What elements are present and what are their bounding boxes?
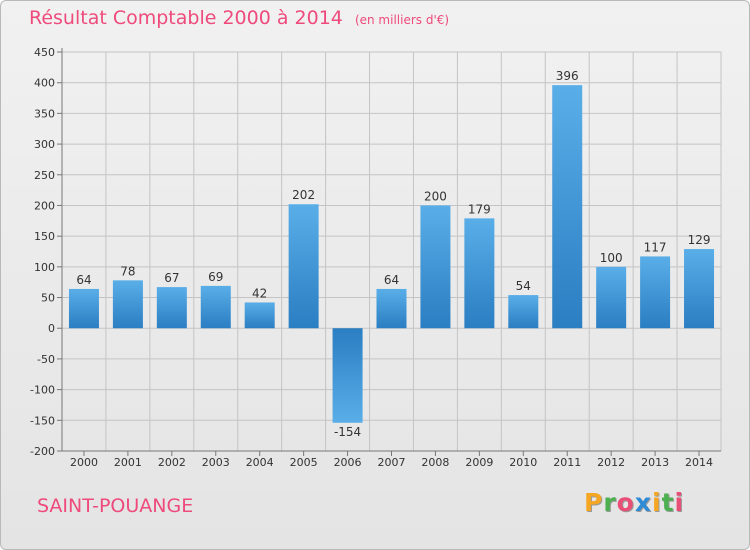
chart-unit-note: (en milliers d'€) (354, 13, 450, 27)
data-labels: 64 78 67 69 42 202 -154 64 200 179 54 396 100 117 129 (76, 69, 710, 439)
y-tick-label: 300 (34, 138, 55, 151)
data-label-2011: 396 (556, 69, 579, 83)
brand-letter: r (603, 488, 617, 517)
bar-2014 (684, 249, 715, 329)
x-tick-label: 2004 (246, 456, 274, 469)
x-tick-label: 2012 (597, 456, 625, 469)
brand-letter: i (652, 488, 662, 517)
chart-title: Résultat Comptable 2000 à 2014 (en milli… (29, 7, 449, 29)
y-tick-label: 200 (34, 199, 55, 212)
bar-2001 (112, 280, 143, 329)
y-tick-label: -150 (30, 414, 55, 427)
data-label-2007: 64 (384, 273, 399, 287)
x-tick-label: 2014 (685, 456, 713, 469)
brand-logo: Proxiti (584, 488, 684, 517)
x-tick-label: 2000 (70, 456, 98, 469)
x-tick-label: 2007 (378, 456, 406, 469)
x-tick-label: 2002 (158, 456, 186, 469)
y-tick-label: 150 (34, 230, 55, 243)
y-tick-label: -200 (30, 445, 55, 458)
data-label-2002: 67 (164, 271, 179, 285)
y-tick-label: 250 (34, 169, 55, 182)
y-tick-label: 450 (34, 46, 55, 59)
data-label-2014: 129 (688, 233, 711, 247)
data-label-2008: 200 (424, 189, 447, 203)
y-tick-label: 0 (48, 322, 55, 335)
brand-letter: P (584, 488, 604, 517)
axes (57, 48, 721, 456)
y-tick-label: -100 (30, 384, 55, 397)
x-tick-label: 2005 (290, 456, 318, 469)
data-label-2010: 54 (516, 279, 531, 293)
brand-letter: x (634, 488, 652, 517)
bar-2009 (464, 218, 495, 329)
y-tick-label: 350 (34, 107, 55, 120)
bar-2013 (640, 256, 671, 329)
data-label-2000: 64 (76, 273, 91, 287)
bar-2004 (244, 302, 275, 329)
bars (68, 85, 715, 423)
bar-2010 (508, 295, 539, 329)
bar-2002 (156, 287, 187, 329)
bar-2008 (420, 205, 451, 329)
y-tick-label: 100 (34, 261, 55, 274)
bar-2006 (332, 328, 363, 423)
data-label-2009: 179 (468, 202, 491, 216)
brand-letter: o (616, 488, 635, 517)
data-label-2001: 78 (120, 264, 135, 278)
bar-2011 (552, 85, 583, 329)
y-tick-label: 50 (41, 292, 55, 305)
bar-2000 (68, 288, 99, 329)
data-label-2003: 69 (208, 270, 223, 284)
brand-letter: t (661, 488, 675, 517)
data-label-2005: 202 (292, 188, 315, 202)
x-tick-label: 2011 (553, 456, 581, 469)
x-tick-label: 2009 (465, 456, 493, 469)
x-tick-label: 2001 (114, 456, 142, 469)
tick-labels: -200 -150 -100 -50 0 50 100 150 200 250 300 350 400 4… (30, 46, 713, 469)
bar-2005 (288, 204, 319, 329)
bar-2012 (596, 266, 627, 329)
data-label-2006: -154 (334, 425, 361, 439)
y-tick-label: -50 (37, 353, 55, 366)
x-tick-label: 2008 (421, 456, 449, 469)
y-tick-label: 400 (34, 77, 55, 90)
bar-2007 (376, 288, 407, 329)
data-label-2004: 42 (252, 286, 267, 300)
bar-2003 (200, 285, 231, 329)
data-label-2012: 100 (600, 251, 623, 265)
x-tick-label: 2013 (641, 456, 669, 469)
x-tick-label: 2006 (334, 456, 362, 469)
commune-name: SAINT-POUANGE (37, 495, 194, 517)
x-tick-label: 2003 (202, 456, 230, 469)
brand-letter: i (674, 488, 685, 517)
chart-title-text: Résultat Comptable 2000 à 2014 (29, 7, 343, 29)
data-label-2013: 117 (644, 240, 667, 254)
x-tick-label: 2010 (509, 456, 537, 469)
